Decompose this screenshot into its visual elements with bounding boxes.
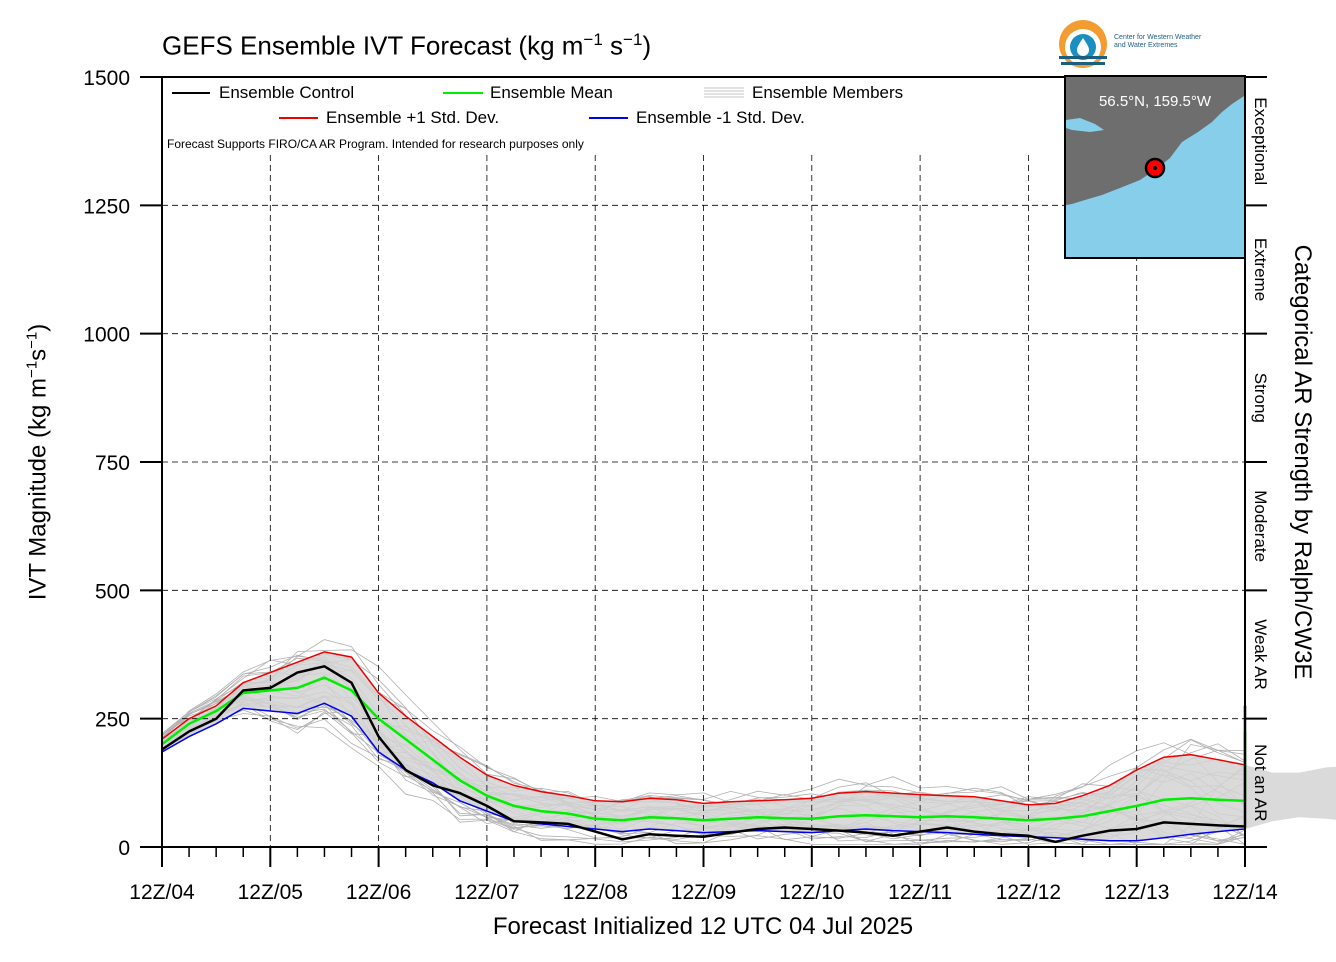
x-tick-label: 12Z/11 xyxy=(888,881,952,904)
ylabel-text: IVT Magnitude (kg m xyxy=(24,377,52,601)
title-text: GEFS Ensemble IVT Forecast (kg m xyxy=(162,30,584,61)
logo-wave-2 xyxy=(1061,62,1105,65)
logo-drop-icon xyxy=(1077,38,1089,56)
y-tick-label: 1500 xyxy=(83,67,130,90)
grid-layer xyxy=(162,155,1245,847)
title-exp-1: −1 xyxy=(583,30,603,49)
logo-line-1: Center for Western Weather xyxy=(1114,34,1202,41)
axes-layer: 0 250 500 750 1000 1250 1500 12Z/04 12Z/05 12Z/06… xyxy=(83,67,1278,904)
ar-category-label: Moderate xyxy=(1251,490,1270,562)
legend-plus-sd-label: Ensemble +1 Std. Dev. xyxy=(326,108,500,127)
inset-land xyxy=(1066,77,1244,205)
x-tick-label: 12Z/09 xyxy=(671,881,736,904)
logo-line-2: and Water Extremes xyxy=(1114,42,1178,49)
title-mid: s xyxy=(602,30,624,61)
x-axis-label: Forecast Initialized 12 UTC 04 Jul 2025 xyxy=(492,913,914,940)
legend-minus-sd-label: Ensemble -1 Std. Dev. xyxy=(636,108,805,127)
x-tick-label: 12Z/10 xyxy=(779,881,844,904)
chart-title: GEFS Ensemble IVT Forecast (kg m−1 s−1) xyxy=(162,30,651,62)
x-tick-label: 12Z/04 xyxy=(129,881,195,904)
x-tick-label: 12Z/08 xyxy=(563,881,628,904)
y-axis-label: IVT Magnitude (kg m−1s−1) xyxy=(24,324,53,601)
inset-bay xyxy=(1066,118,1104,132)
ar-category-label: Weak AR xyxy=(1251,619,1270,690)
ylabel-mid: s xyxy=(24,348,52,361)
x-tick-label: 12Z/05 xyxy=(238,881,303,904)
ar-category-label: Strong xyxy=(1251,373,1270,423)
y-tick-label: 1000 xyxy=(83,324,130,347)
legend-mean-label: Ensemble Mean xyxy=(490,83,613,102)
y-tick-label: 750 xyxy=(95,452,130,475)
title-exp-2: −1 xyxy=(623,30,643,49)
ylabel-exp-1: −1 xyxy=(23,360,41,378)
x-tick-label: 12Z/13 xyxy=(1104,881,1169,904)
location-marker-center xyxy=(1153,166,1157,170)
legend-members-label: Ensemble Members xyxy=(752,83,904,102)
y-tick-label: 250 xyxy=(95,709,130,732)
std-dev-band-layer xyxy=(162,651,1336,841)
y-tick-label: 1250 xyxy=(83,195,130,218)
ylabel-exp-2: −1 xyxy=(23,331,41,349)
y-tick-label: 500 xyxy=(95,580,130,603)
cw3e-logo xyxy=(1059,20,1107,68)
y-tick-label: 0 xyxy=(118,837,130,860)
std-dev-band xyxy=(162,651,1336,841)
ar-category-label: Not an AR xyxy=(1251,744,1270,822)
disclaimer-text: Forecast Supports FIRO/CA AR Program. In… xyxy=(167,137,584,151)
ar-category-label: Extreme xyxy=(1251,238,1270,301)
location-inset-map: 56.5°N, 159.5°W xyxy=(1064,75,1246,259)
logo-caption: Center for Western Weather and Water Ext… xyxy=(1114,34,1244,50)
inset-coordinates: 56.5°N, 159.5°W xyxy=(1099,93,1212,110)
x-tick-label: 12Z/07 xyxy=(454,881,519,904)
x-tick-label: 12Z/06 xyxy=(346,881,411,904)
x-tick-label: 12Z/14 xyxy=(1212,881,1278,904)
right-axis-label: Categorical AR Strength by Ralph/CW3E xyxy=(1289,244,1316,680)
legend-control-label: Ensemble Control xyxy=(219,83,355,102)
ar-category-label: Exceptional xyxy=(1251,97,1270,185)
title-end: ) xyxy=(642,30,652,61)
logo-wave-1 xyxy=(1059,56,1107,59)
x-tick-label: 12Z/12 xyxy=(996,881,1061,904)
ylabel-end: ) xyxy=(24,323,52,332)
